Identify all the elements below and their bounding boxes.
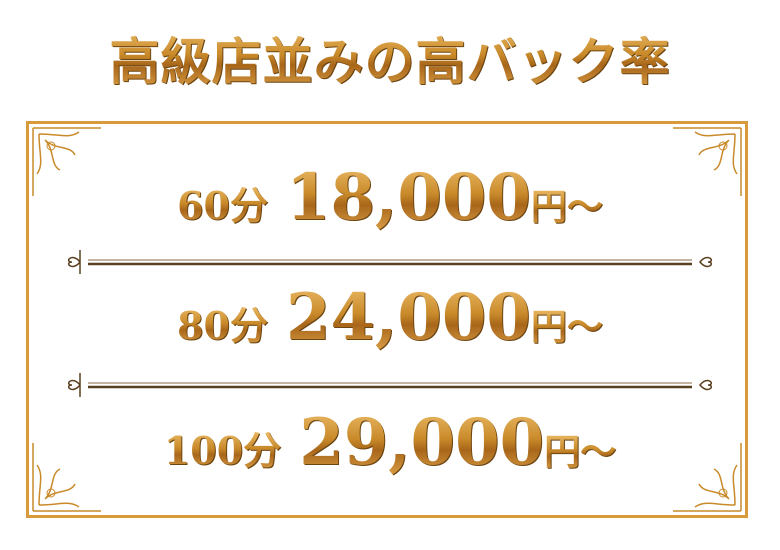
price-unit: 円〜 <box>530 306 603 348</box>
price: 29,000 <box>299 405 545 480</box>
price-row: 80分 24,000円〜 <box>0 280 780 355</box>
price-unit: 円〜 <box>530 186 603 228</box>
duration: 100分 <box>163 428 282 473</box>
price-unit: 円〜 <box>544 431 617 473</box>
corner-ornament-icon <box>673 443 742 512</box>
duration: 60分 <box>177 183 268 228</box>
ornamental-divider <box>68 373 712 397</box>
price-frame <box>26 121 748 518</box>
corner-ornament-icon <box>32 127 101 196</box>
corner-ornament-icon <box>32 443 101 512</box>
price: 24,000 <box>285 280 531 355</box>
price-row: 60分 18,000円〜 <box>0 160 780 235</box>
ornamental-divider <box>68 250 712 274</box>
corner-ornament-icon <box>673 127 742 196</box>
duration: 80分 <box>177 303 268 348</box>
price-row: 100分 29,000円〜 <box>0 405 780 480</box>
banner-title: 高級店並みの高バック率 <box>0 22 780 94</box>
price: 18,000 <box>285 160 531 235</box>
